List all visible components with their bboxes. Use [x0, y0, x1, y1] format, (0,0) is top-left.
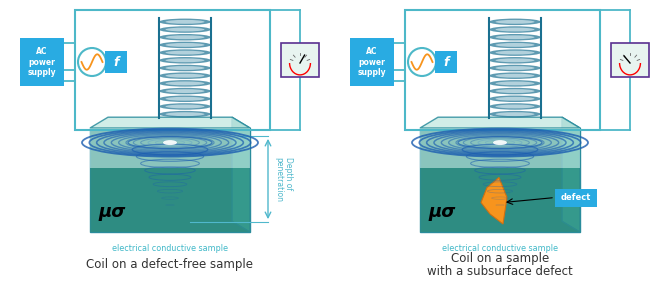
Ellipse shape: [159, 96, 211, 102]
Ellipse shape: [489, 65, 541, 71]
Ellipse shape: [159, 72, 211, 79]
Ellipse shape: [489, 34, 541, 41]
Ellipse shape: [159, 103, 211, 110]
Ellipse shape: [166, 43, 205, 47]
Text: f: f: [113, 56, 119, 69]
Ellipse shape: [489, 42, 541, 48]
Ellipse shape: [163, 140, 177, 145]
Ellipse shape: [493, 140, 507, 145]
Ellipse shape: [166, 28, 205, 31]
Ellipse shape: [159, 42, 211, 48]
Ellipse shape: [166, 97, 205, 101]
Ellipse shape: [495, 35, 535, 39]
Ellipse shape: [489, 57, 541, 64]
Ellipse shape: [159, 57, 211, 64]
Bar: [435, 51, 457, 73]
Text: electrical conductive sample: electrical conductive sample: [442, 244, 558, 253]
Bar: [405, 10, 600, 130]
Ellipse shape: [489, 103, 541, 110]
Text: f: f: [444, 56, 449, 69]
Ellipse shape: [166, 59, 205, 62]
Ellipse shape: [495, 28, 535, 31]
Ellipse shape: [166, 20, 205, 24]
Ellipse shape: [489, 19, 541, 25]
Polygon shape: [420, 128, 580, 168]
Ellipse shape: [166, 66, 205, 70]
Ellipse shape: [495, 59, 535, 62]
Bar: [20, 38, 64, 86]
Bar: [75, 10, 270, 130]
Ellipse shape: [495, 66, 535, 70]
Polygon shape: [90, 117, 250, 128]
Ellipse shape: [495, 20, 535, 24]
Text: μσ: μσ: [428, 203, 456, 221]
Ellipse shape: [489, 80, 541, 87]
Ellipse shape: [159, 88, 211, 94]
Polygon shape: [562, 117, 580, 232]
Ellipse shape: [489, 26, 541, 33]
Polygon shape: [90, 128, 250, 232]
Ellipse shape: [166, 112, 205, 116]
Ellipse shape: [489, 111, 541, 117]
Text: electrical conductive sample: electrical conductive sample: [112, 244, 228, 253]
Polygon shape: [90, 128, 250, 168]
Bar: [350, 38, 394, 86]
Ellipse shape: [166, 89, 205, 93]
Ellipse shape: [495, 105, 535, 108]
Ellipse shape: [166, 105, 205, 108]
Ellipse shape: [495, 97, 535, 101]
Text: Coil on a defect-free sample: Coil on a defect-free sample: [86, 258, 253, 271]
Text: AC
power
supply: AC power supply: [28, 47, 57, 77]
Ellipse shape: [495, 51, 535, 55]
Polygon shape: [420, 117, 580, 128]
Ellipse shape: [159, 34, 211, 41]
Polygon shape: [481, 178, 507, 224]
Ellipse shape: [166, 74, 205, 78]
Ellipse shape: [495, 74, 535, 78]
Polygon shape: [232, 117, 250, 232]
Bar: [281, 43, 319, 77]
Ellipse shape: [495, 89, 535, 93]
Bar: [611, 43, 649, 77]
Text: Coil on a sample: Coil on a sample: [451, 252, 549, 265]
Ellipse shape: [159, 80, 211, 87]
Ellipse shape: [159, 65, 211, 71]
Ellipse shape: [495, 112, 535, 116]
Text: AC
power
supply: AC power supply: [358, 47, 386, 77]
Ellipse shape: [489, 72, 541, 79]
Text: Depth of
penetration: Depth of penetration: [274, 156, 293, 201]
Polygon shape: [90, 168, 250, 232]
Polygon shape: [420, 168, 580, 232]
Text: with a subsurface defect: with a subsurface defect: [427, 265, 573, 278]
Bar: [555, 188, 597, 206]
Ellipse shape: [159, 19, 211, 25]
Ellipse shape: [166, 35, 205, 39]
Ellipse shape: [495, 43, 535, 47]
Ellipse shape: [489, 49, 541, 56]
Ellipse shape: [159, 26, 211, 33]
Ellipse shape: [489, 88, 541, 94]
Ellipse shape: [159, 49, 211, 56]
Ellipse shape: [489, 96, 541, 102]
Bar: [105, 51, 127, 73]
Ellipse shape: [166, 51, 205, 55]
Text: μσ: μσ: [98, 203, 125, 221]
Ellipse shape: [166, 81, 205, 85]
Polygon shape: [420, 128, 580, 232]
Text: defect: defect: [561, 193, 591, 202]
Ellipse shape: [159, 111, 211, 117]
Ellipse shape: [495, 81, 535, 85]
